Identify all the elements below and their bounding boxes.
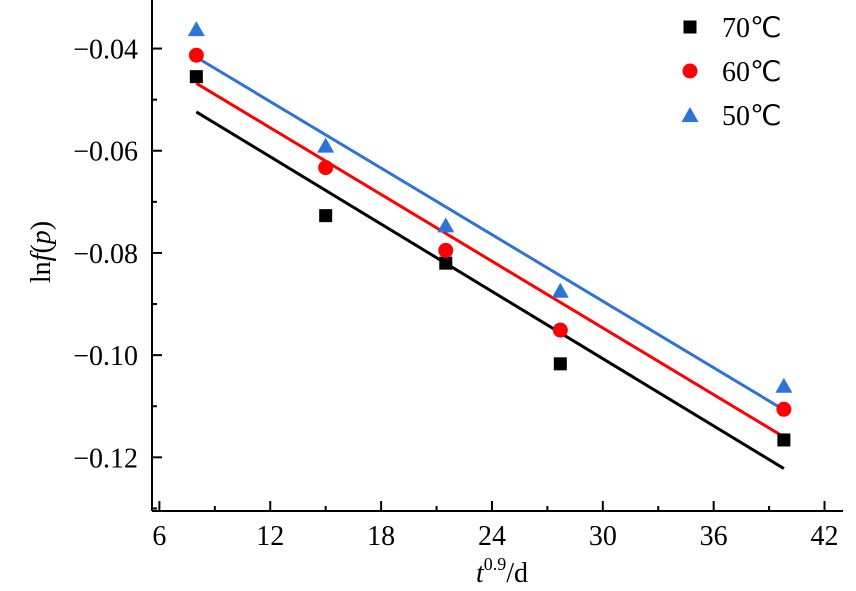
legend-label: 60℃ xyxy=(722,57,781,88)
data-markers xyxy=(187,21,793,447)
fit-lines xyxy=(195,55,785,470)
data-point xyxy=(437,217,455,233)
y-tick-label: −0.06 xyxy=(73,137,138,168)
data-point xyxy=(319,209,333,223)
fit-line xyxy=(195,110,785,470)
data-point xyxy=(317,137,335,153)
legend-marker xyxy=(683,20,697,34)
x-tick-label: 12 xyxy=(256,521,284,552)
legend-marker xyxy=(682,63,698,79)
y-tick-label: −0.12 xyxy=(73,443,138,474)
y-axis-title-p: p xyxy=(26,230,57,246)
y-tick-label: −0.04 xyxy=(73,35,138,66)
y-tick-label: −0.10 xyxy=(73,341,138,372)
legend-label: 70℃ xyxy=(722,13,781,44)
y-axis-title-prefix: ln xyxy=(26,261,57,283)
data-point xyxy=(187,21,205,37)
data-point xyxy=(777,433,791,447)
y-ticks: −0.04 −0.06 −0.08 −0.10 −0.12 xyxy=(73,35,162,510)
data-point xyxy=(318,160,334,176)
legend-label: 50℃ xyxy=(722,101,781,132)
y-tick-label: −0.08 xyxy=(73,239,138,270)
x-axis-title-sup: 0.9 xyxy=(484,554,507,574)
legend-marker xyxy=(681,107,699,122)
fit-line xyxy=(195,82,785,439)
x-tick-label: 24 xyxy=(478,521,506,552)
data-point xyxy=(439,256,453,270)
x-tick-label: 36 xyxy=(700,521,728,552)
x-tick-label: 6 xyxy=(152,521,166,552)
data-point xyxy=(188,47,204,63)
data-point xyxy=(438,242,454,258)
axes xyxy=(151,0,843,512)
y-axis-title-close: ) xyxy=(26,221,57,230)
data-point xyxy=(553,357,567,371)
x-tick-label: 30 xyxy=(589,521,617,552)
data-point xyxy=(776,401,792,417)
x-tick-label: 42 xyxy=(811,521,839,552)
data-point xyxy=(552,322,568,338)
y-axis-title-f: f xyxy=(26,250,57,261)
legend: 70℃ 60℃ 50℃ xyxy=(681,13,781,132)
x-ticks: 6 12 18 24 30 36 42 xyxy=(152,501,839,552)
y-axis-title: lnf(p) xyxy=(26,221,57,283)
x-axis-title-rest: /d xyxy=(506,558,528,589)
data-point xyxy=(775,377,793,393)
y-axis-title-open: ( xyxy=(26,244,57,253)
x-axis-title: t0.9/d xyxy=(476,554,528,589)
x-tick-label: 18 xyxy=(367,521,395,552)
data-point xyxy=(189,70,203,84)
data-point xyxy=(551,282,569,298)
x-axis-title-base: t xyxy=(476,558,485,589)
fit-line xyxy=(195,55,785,412)
